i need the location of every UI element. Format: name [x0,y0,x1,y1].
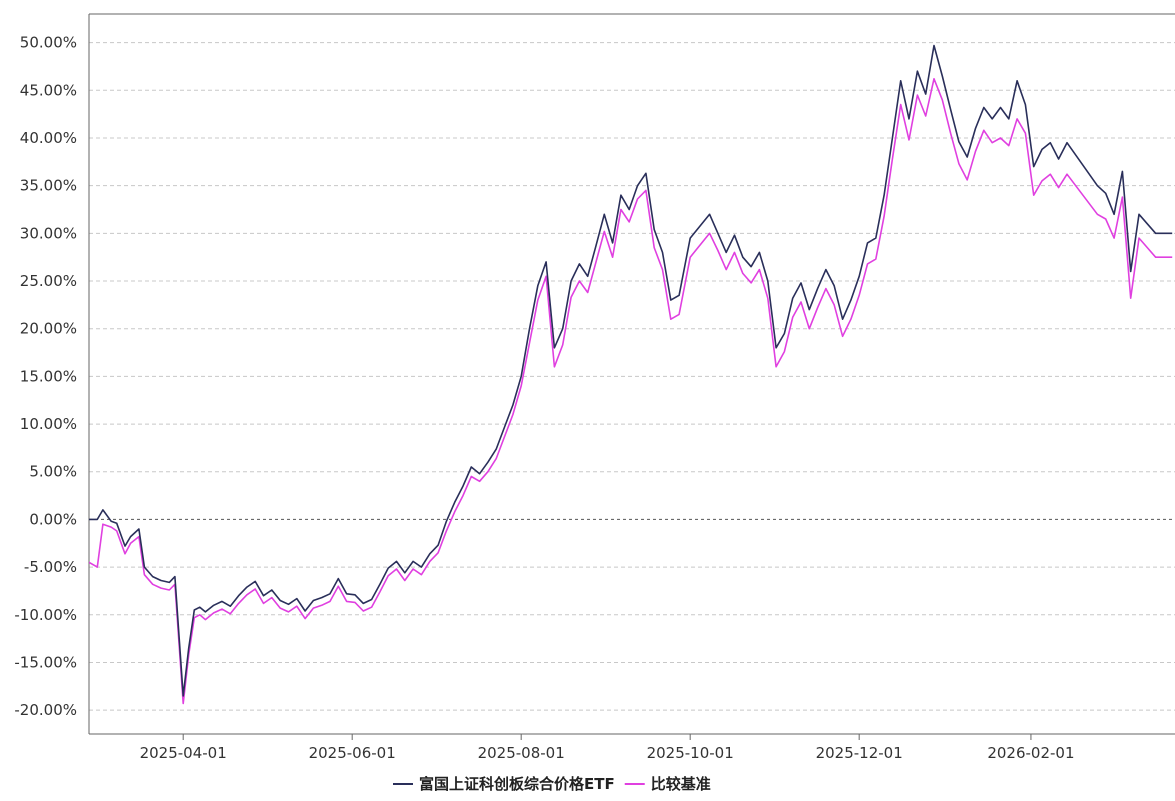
x-tick-label: 2025-08-01 [478,744,565,762]
x-tick-label: 2025-12-01 [816,744,903,762]
legend-label-etf: 富国上证科创板综合价格ETF [419,775,615,793]
y-tick-label: 50.00% [20,34,77,52]
x-tick-label: 2026-02-01 [987,744,1074,762]
y-tick-label: 35.00% [20,177,77,195]
y-tick-label: -20.00% [14,701,77,719]
y-tick-label: 45.00% [20,81,77,99]
y-tick-label: 15.00% [20,367,77,385]
y-tick-label: 40.00% [20,129,77,147]
x-tick-label: 2025-06-01 [309,744,396,762]
gridlines [89,42,1175,711]
legend: 富国上证科创板综合价格ETF 比较基准 [393,775,711,793]
y-tick-label: 10.00% [20,415,77,433]
plot-area [89,14,1175,734]
y-tick-label: 0.00% [29,510,77,528]
y-tick-label: -15.00% [14,653,77,671]
y-tick-label: 25.00% [20,272,77,290]
series-line-benchmark [89,78,1173,705]
series-lines [89,44,1173,705]
axes: -20.00% -15.00% -10.00% -5.00% 0.00% 5.00% 10.… [14,13,1175,762]
y-tick-label: 5.00% [29,463,77,481]
x-tick-label: 2025-10-01 [647,744,734,762]
y-tick-label: 20.00% [20,320,77,338]
y-tick-label: 30.00% [20,224,77,242]
y-tick-label: -5.00% [24,558,77,576]
legend-label-benchmark: 比较基准 [651,775,711,793]
y-tick-label: -10.00% [14,606,77,624]
x-tick-label: 2025-04-01 [140,744,227,762]
series-line-etf [89,44,1173,697]
